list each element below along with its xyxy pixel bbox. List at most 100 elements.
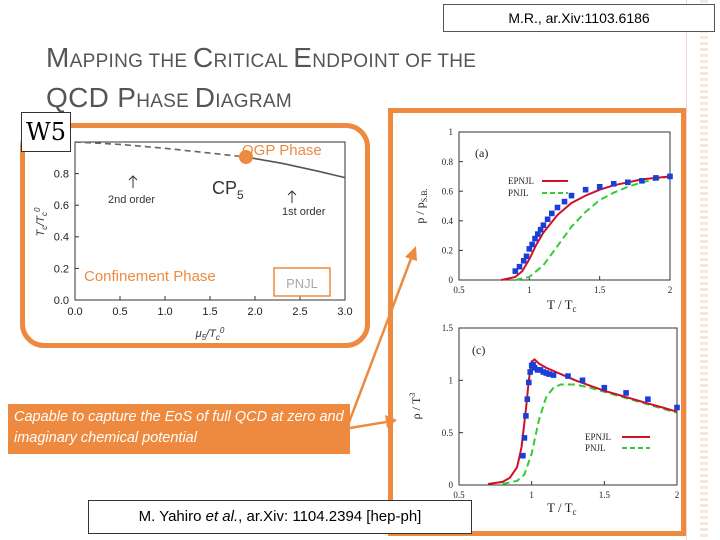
pressure-lattice-point <box>520 258 527 264</box>
density-y-tick-label: 0 <box>449 480 454 490</box>
decor-band <box>700 0 708 540</box>
qgp-phase-label: QGP Phase <box>242 142 322 159</box>
phase-x-tick-label: 2.5 <box>292 306 307 318</box>
phase-x-axis-label: μ5/Tc0 <box>195 326 225 342</box>
phase-x-tick-label: 2.0 <box>247 306 262 318</box>
phase-y-tick-label: 0.8 <box>54 168 69 180</box>
first-order-label: 1st order <box>282 206 326 218</box>
density-x-axis-label: T / Tc <box>547 500 577 517</box>
pressure-lattice-point <box>582 186 589 193</box>
pressure-x-tick-label: 1.5 <box>594 285 606 295</box>
pressure-y-tick-label: 0.2 <box>442 246 453 256</box>
eos-plots-frame <box>388 108 686 536</box>
pressure-lattice-point <box>535 231 541 237</box>
pressure-lattice-point <box>568 192 575 199</box>
footer-reference: M. Yahiro et al., ar.Xiv: 1104.2394 [hep… <box>88 500 472 534</box>
pressure-lattice-point <box>596 184 603 190</box>
pressure-lattice-point <box>529 241 535 248</box>
pressure-lattice-point <box>625 179 631 186</box>
pressure-y-tick-label: 1 <box>449 127 454 137</box>
pressure-lattice-point <box>537 226 544 233</box>
cp5-label: CP5 <box>212 178 244 202</box>
density-pnjl-curve <box>502 383 678 485</box>
density-y-tick-label: 1.5 <box>442 323 454 333</box>
density-y-tick-label: 1 <box>449 375 454 385</box>
pressure-y-axis-label: p / pS.B. <box>413 188 429 223</box>
density-x-tick-label: 2 <box>675 490 680 500</box>
panel-c-label: (c) <box>472 343 485 357</box>
w5-label: W5 <box>21 112 71 152</box>
pressure-y-tick-label: 0.6 <box>442 186 454 196</box>
pnjl-box <box>273 267 331 297</box>
density-plot-area <box>458 327 678 486</box>
pressure-lattice-point <box>639 178 645 184</box>
phase-y-tick-label: 0.6 <box>54 200 69 212</box>
phase-diagram-frame <box>20 123 370 348</box>
critical-point-marker <box>239 150 253 165</box>
density-lattice-point <box>540 369 547 375</box>
phase-x-tick-label: 3.0 <box>337 306 352 318</box>
decor-line <box>686 0 687 540</box>
arrow-to-pressure-head <box>405 246 417 261</box>
pnjl-label: PNJL <box>286 276 318 291</box>
pressure-lattice-point <box>526 246 533 252</box>
pressure-lattice-point <box>667 173 673 180</box>
density-lattice-point <box>623 390 629 396</box>
density-lattice-point <box>546 371 552 377</box>
pressure-lattice-point <box>554 204 561 211</box>
phase-y-axis-label: Tc/Tc0 <box>33 207 49 237</box>
arrow-to-density <box>349 420 387 430</box>
arrow-to-pressure <box>346 255 414 426</box>
first-order-arrow <box>287 190 297 203</box>
density-lattice-point <box>674 404 680 411</box>
pressure-lattice-point <box>516 263 523 270</box>
density-y-axis-label: ρ / T3 <box>408 393 423 420</box>
density-plot: 0.5 1 1.5 200.511.5 (c) EPNJL PNJL T / Tc ρ… <box>408 323 680 517</box>
second-order-line <box>74 141 247 158</box>
density-lattice-point <box>645 396 651 402</box>
pressure-lattice-point <box>512 268 519 274</box>
density-x-tick-label: 1.5 <box>599 490 611 500</box>
phase-y-tick-label: 0.4 <box>54 232 69 244</box>
pressure-lattice-point <box>532 235 538 242</box>
pressure-y-tick-label: 0.8 <box>442 157 454 167</box>
caption-box: Capable to capture the EoS of full QCD a… <box>8 404 350 454</box>
pressure-x-axis-label: T / Tc <box>547 297 577 314</box>
pressure-lattice-point <box>549 210 555 217</box>
density-epnjl-curve <box>487 358 678 485</box>
phase-x-tick-label: 1.5 <box>202 306 217 318</box>
density-x-tick-label: 1 <box>529 490 534 500</box>
density-lattice-point <box>543 370 549 376</box>
phase-y-tick-label: 0.2 <box>54 263 69 275</box>
confinement-phase-label: Confinement Phase <box>84 268 216 285</box>
first-order-line <box>245 156 346 179</box>
phase-y-tick-label: 0.0 <box>54 295 69 307</box>
slide-title: MAPPING THE CRITICAL ENDPOINT OF THE QCD… <box>46 40 476 120</box>
density-lattice-point <box>520 452 526 459</box>
density-x-tick-label: 0.5 <box>453 490 465 500</box>
pressure-y-tick-label: 0 <box>449 275 454 285</box>
pressure-x-tick-label: 2 <box>668 285 673 295</box>
density-legend-pnjl: PNJL <box>585 443 606 453</box>
phase-diagram: 0.00.51.01.52.02.53.00.00.20.40.60.81.0 … <box>33 137 353 342</box>
header-reference: M.R., ar.Xiv:1103.6186 <box>443 4 715 32</box>
density-lattice-point <box>524 396 531 402</box>
pressure-lattice-point <box>653 175 659 181</box>
pressure-lattice-point <box>540 222 547 228</box>
density-lattice-point <box>530 361 536 368</box>
density-y-tick-label: 0.5 <box>442 428 454 438</box>
density-lattice-point <box>537 367 544 373</box>
title-line-1: MAPPING THE CRITICAL ENDPOINT OF THE <box>46 42 477 73</box>
pressure-x-tick-label: 0.5 <box>453 285 465 295</box>
density-lattice-point <box>526 379 532 386</box>
density-lattice-point <box>550 372 557 378</box>
pressure-x-tick-label: 1 <box>527 285 532 295</box>
phase-x-tick-label: 1.0 <box>157 306 172 318</box>
pressure-lattice-point <box>544 216 551 223</box>
density-lattice-point <box>565 373 571 379</box>
density-lattice-point <box>523 413 529 419</box>
density-lattice-point <box>579 377 586 384</box>
density-lattice-point <box>531 365 538 371</box>
pressure-lattice-point <box>561 198 568 205</box>
